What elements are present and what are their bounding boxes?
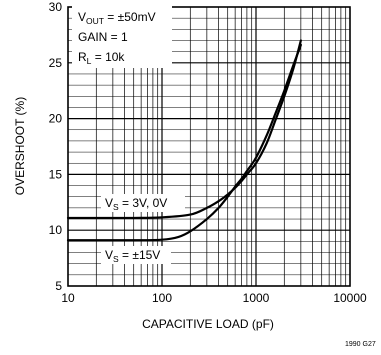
series-line-3v-0v [66,39,302,220]
series-label-15v: VS = ±15V [105,248,160,264]
y-tick-label: 30 [49,0,63,14]
series-layer [66,39,302,242]
plot-frame [67,6,351,287]
y-tick-label: 5 [55,279,62,293]
condition-vout: VOUT = ±50mV [78,10,156,26]
x-axis-label: CAPACITIVE LOAD (pF) [142,317,274,331]
x-tick-label: 100 [152,291,172,305]
y-axis-label: OVERSHOOT (%) [13,97,27,195]
series-line-pm15v [66,43,302,242]
x-tick-label: 1000 [243,291,270,305]
condition-gain: GAIN = 1 [78,30,128,44]
x-tick-labels: 10 100 1000 10000 [61,291,367,305]
x-tick-label: 10 [61,291,75,305]
y-tick-labels: 5 10 15 20 25 30 [49,0,63,293]
condition-rl: RL = 10k [78,50,125,66]
y-tick-label: 10 [49,223,63,237]
figure-code: 1990 G27 [345,341,376,348]
y-tick-label: 20 [49,112,63,126]
y-tick-label: 15 [49,167,63,181]
x-tick-label: 10000 [333,291,367,305]
series-label-3v: VS = 3V, 0V [105,196,167,212]
y-tick-label: 25 [49,56,63,70]
series-label-bg-15v [101,246,171,264]
series-label-bg-3v [101,194,185,212]
conditions-box [72,4,172,68]
